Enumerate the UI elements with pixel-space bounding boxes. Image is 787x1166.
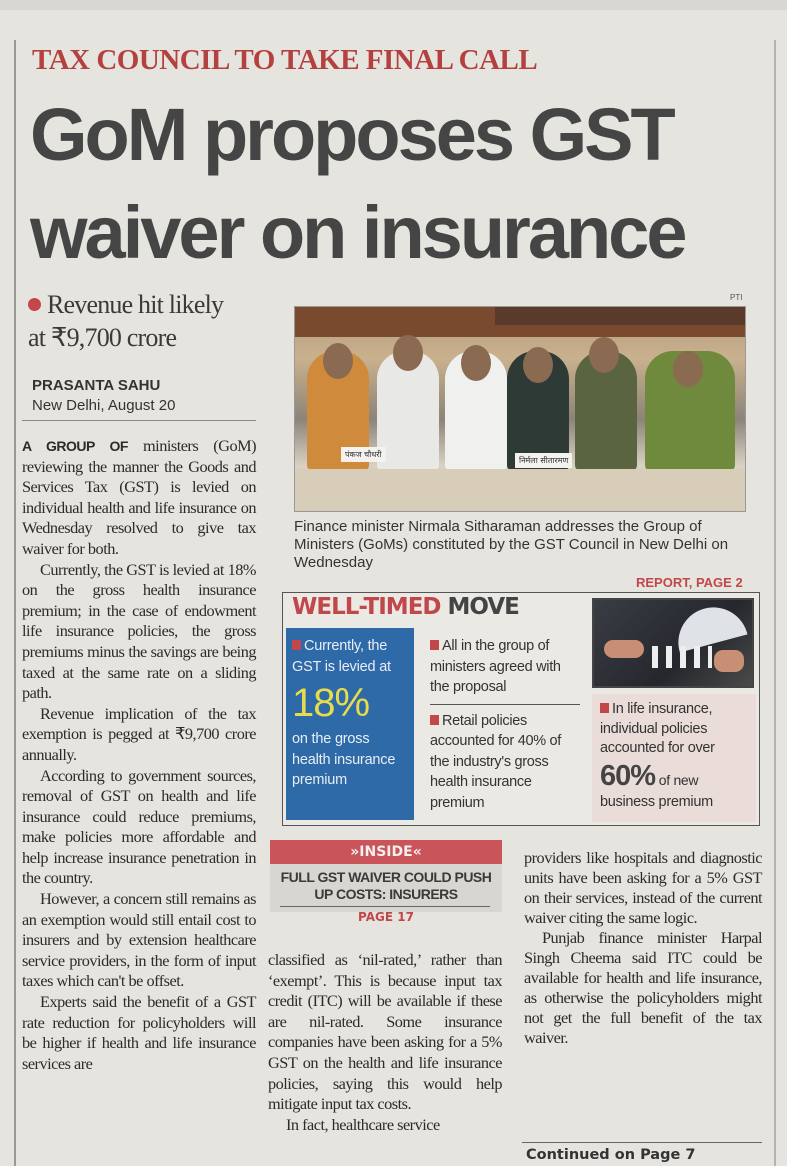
article-column-3: providers like hospitals and diagnostic …: [524, 848, 763, 1048]
paragraph: In fact, healthcare service: [286, 1114, 440, 1134]
page-edge: [0, 0, 787, 10]
inside-page-ref[interactable]: PAGE 17: [358, 910, 414, 924]
divider: [522, 1142, 762, 1143]
dateline: New Delhi, August 20: [32, 397, 176, 414]
stat-value: 60%: [600, 759, 656, 792]
article-column-1: A GROUP OF ministers (GoM) reviewing the…: [22, 436, 257, 1074]
column-rule: [774, 40, 776, 1166]
stat-text: of new: [658, 771, 699, 788]
byline: PRASANTA SAHU New Delhi, August 20: [32, 376, 175, 416]
article-column-2: classified as ‘nil-rated,’ rather than ‘…: [268, 950, 503, 1135]
bullet-icon: [600, 703, 609, 713]
paragraph: Punjab finance minister Harpal Singh Che…: [524, 928, 763, 1047]
stat-panel-blue: Currently, the GST is levied at 18% on t…: [286, 628, 414, 820]
paragraph: Currently, the GST is levied at 18% on t…: [22, 559, 257, 703]
stat-text: All in the group of ministers agreed wit…: [430, 638, 561, 695]
headline-line-1: GoM proposes GST: [30, 93, 676, 176]
divider: [280, 906, 490, 907]
stat-value: 18%: [292, 681, 370, 725]
stat-panel-middle: All in the group of ministers agreed wit…: [430, 636, 580, 813]
author: PRASANTA SAHU: [32, 377, 161, 394]
column-rule: [14, 40, 16, 1166]
paragraph: A GROUP OF ministers (GoM) reviewing the…: [22, 436, 257, 560]
paragraph: providers like hospitals and diagnostic …: [524, 848, 763, 927]
stat-text: business premium: [600, 793, 713, 810]
umbrella-family-illustration: [592, 598, 754, 688]
inside-headline[interactable]: FULL GST WAIVER COULD PUSH UP COSTS: INS…: [280, 869, 492, 902]
paragraph: Revenue implication of the tax exemption…: [22, 703, 257, 764]
bullet-icon: [28, 298, 41, 311]
report-reference: REPORT, PAGE 2: [636, 575, 743, 590]
kicker: TAX COUNCIL TO TAKE FINAL CALL: [32, 44, 538, 76]
stat-text: In life insurance, individual policies a…: [600, 701, 715, 756]
photo-caption: Finance minister Nirmala Sitharaman addr…: [294, 518, 729, 571]
subheadline: Revenue hit likely at ₹9,700 crore: [28, 288, 224, 354]
stat-panel-pink: In life insurance, individual policies a…: [592, 694, 756, 822]
stat-text: on the gross health insurance premium: [292, 731, 396, 788]
title-red: WELL-TIMED: [292, 594, 441, 620]
bullet-icon: [292, 640, 301, 650]
inside-label: »INSIDE«: [270, 840, 502, 864]
lead-in: A GROUP OF: [22, 438, 128, 454]
paragraph-text: ministers (GoM) reviewing the manner the…: [22, 436, 257, 558]
paragraph: However, a concern still remains as an e…: [22, 889, 257, 991]
paragraph: classified as ‘nil-rated,’ rather than ‘…: [268, 950, 503, 1114]
continued-link[interactable]: Continued on Page 7: [526, 1147, 696, 1163]
box-title: WELL-TIMED MOVE: [292, 594, 520, 620]
bullet-icon: [430, 714, 439, 725]
paragraph: Experts said the benefit of a GST rate r…: [22, 992, 257, 1073]
headline-line-2: waiver on insurance: [30, 191, 687, 274]
bullet-icon: [430, 640, 439, 650]
title-gray: MOVE: [447, 594, 520, 620]
news-photo: पंकज चौधरी निर्मला सीतारमण: [294, 306, 746, 512]
nameplate: निर्मला सीतारमण: [515, 453, 573, 468]
nameplate: पंकज चौधरी: [341, 447, 386, 462]
subhead-line-2: at ₹9,700 crore: [28, 323, 177, 352]
subhead-line-1: Revenue hit likely: [47, 290, 224, 319]
photo-credit: PTI: [730, 293, 743, 302]
stat-text: Currently, the GST is levied at: [292, 638, 391, 675]
divider: [430, 703, 580, 705]
divider: [22, 420, 256, 421]
stat-text: Retail policies accounted for 40% of the…: [430, 712, 562, 811]
paragraph: According to government sources, removal…: [22, 765, 257, 888]
